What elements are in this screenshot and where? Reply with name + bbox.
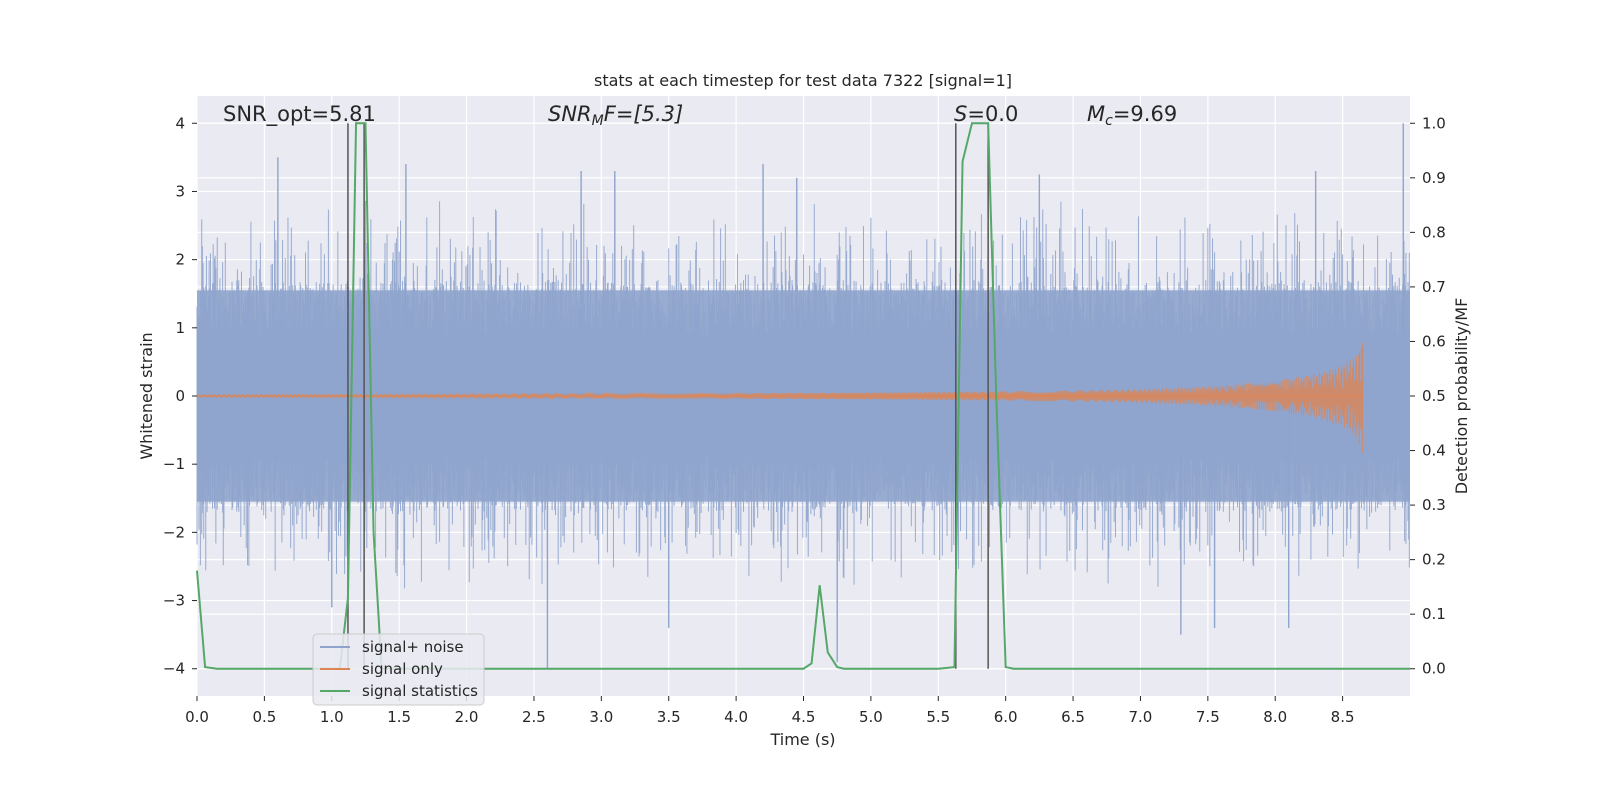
y-tick-label: 1	[175, 319, 185, 337]
x-tick-label: 6.0	[994, 708, 1018, 726]
y2-tick-label: 0.9	[1422, 169, 1446, 187]
y2-tick-label: 1.0	[1422, 114, 1446, 132]
legend-label-noise: signal+ noise	[362, 638, 464, 656]
x-tick-label: 3.0	[589, 708, 613, 726]
x-tick-label: 2.5	[522, 708, 546, 726]
x-tick-label: 5.5	[926, 708, 950, 726]
y2-tick-label: 0.8	[1422, 223, 1446, 241]
y2-tick-label: 0.0	[1422, 660, 1446, 678]
x-tick-label: 7.0	[1129, 708, 1153, 726]
snr-opt-annotation: SNR_opt=5.81	[223, 102, 376, 127]
y2-ticks: 0.0 0.1 0.2 0.3 0.4 0.5 0.6 0.7 0.8 0.9 1.0	[1410, 114, 1446, 678]
x-tick-label: 5.0	[859, 708, 883, 726]
x-tick-label: 1.5	[387, 708, 411, 726]
y2-tick-label: 0.1	[1422, 605, 1446, 623]
legend-label-statistics: signal statistics	[362, 682, 478, 700]
y2-tick-label: 0.4	[1422, 442, 1446, 460]
y-ticks: −4 −3 −2 −1 0 1 2 3 4	[163, 114, 197, 678]
x-ticks: 0.0 0.5 1.0 1.5 2.0 2.5 3.0 3.5 4.0 4.5 5.0 5.5 6.0 6…	[185, 696, 1355, 726]
y2-axis-label: Detection probability/MF	[1452, 298, 1471, 495]
x-tick-label: 0.0	[185, 708, 209, 726]
y2-tick-label: 0.3	[1422, 496, 1446, 514]
snr-mf-annotation: SNRMF=[5.3]	[548, 102, 683, 129]
s-annotation: S=0.0	[954, 102, 1018, 126]
y2-tick-label: 0.7	[1422, 278, 1446, 296]
y-tick-label: −4	[163, 660, 185, 678]
x-tick-label: 8.5	[1331, 708, 1355, 726]
y-tick-label: −1	[163, 455, 185, 473]
y2-tick-label: 0.5	[1422, 387, 1446, 405]
chart-title: stats at each timestep for test data 732…	[594, 71, 1012, 90]
x-tick-label: 4.0	[724, 708, 748, 726]
signal-only-series	[196, 342, 1364, 453]
y-tick-label: 2	[175, 251, 185, 269]
legend-box	[312, 633, 485, 706]
x-tick-label: 4.5	[792, 708, 816, 726]
legend-label-signal: signal only	[362, 660, 443, 678]
y-tick-label: 4	[175, 114, 185, 132]
x-tick-label: 7.5	[1196, 708, 1220, 726]
legend: signal+ noise signal only signal statist…	[312, 633, 485, 706]
x-tick-label: 2.0	[455, 708, 479, 726]
y-axis-label: Whitened strain	[137, 332, 156, 459]
x-tick-label: 3.5	[657, 708, 681, 726]
vertical-markers	[347, 123, 989, 669]
x-tick-label: 0.5	[252, 708, 276, 726]
x-tick-label: 6.5	[1061, 708, 1085, 726]
x-axis-label: Time (s)	[769, 730, 835, 749]
y2-tick-label: 0.6	[1422, 332, 1446, 350]
y-tick-label: −2	[163, 523, 185, 541]
x-tick-label: 1.0	[320, 708, 344, 726]
mc-annotation: Mc=9.69	[1087, 102, 1177, 129]
y-tick-label: −3	[163, 592, 185, 610]
y-tick-label: 0	[175, 387, 185, 405]
y2-tick-label: 0.2	[1422, 551, 1446, 569]
x-tick-label: 8.0	[1263, 708, 1287, 726]
y-tick-label: 3	[175, 182, 185, 200]
